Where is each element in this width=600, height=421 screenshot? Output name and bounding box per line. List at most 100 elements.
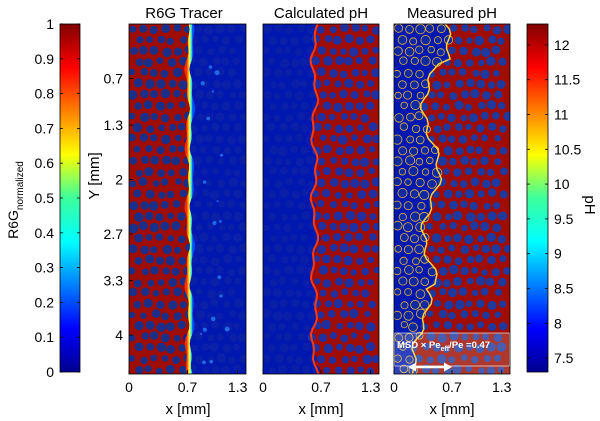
grain bbox=[268, 190, 276, 199]
grain bbox=[406, 135, 415, 144]
grain bbox=[158, 124, 165, 132]
grain bbox=[209, 342, 219, 352]
grain bbox=[498, 57, 507, 66]
grain bbox=[317, 199, 325, 208]
grain bbox=[167, 58, 177, 67]
grain bbox=[239, 155, 246, 165]
grain bbox=[476, 276, 486, 286]
grain bbox=[285, 244, 295, 253]
grain bbox=[270, 235, 277, 243]
grain bbox=[268, 166, 277, 175]
grain bbox=[284, 158, 292, 166]
grain bbox=[443, 346, 450, 353]
grain bbox=[449, 221, 457, 230]
grain bbox=[227, 68, 236, 77]
speckle bbox=[200, 81, 205, 86]
grain bbox=[324, 123, 332, 131]
grain bbox=[285, 134, 293, 143]
grain bbox=[216, 266, 224, 274]
grain bbox=[394, 245, 402, 253]
grain bbox=[263, 135, 270, 143]
grain bbox=[459, 46, 468, 56]
grain bbox=[368, 189, 378, 199]
grain bbox=[357, 124, 364, 131]
grain bbox=[475, 146, 483, 154]
grain bbox=[290, 36, 300, 46]
grain bbox=[403, 90, 413, 100]
grain bbox=[227, 24, 236, 33]
grain bbox=[148, 201, 159, 211]
grain bbox=[216, 312, 224, 320]
grain bbox=[318, 221, 327, 231]
grain bbox=[268, 36, 277, 45]
grain bbox=[366, 35, 375, 44]
grain bbox=[167, 169, 175, 177]
grain bbox=[402, 222, 413, 233]
grain bbox=[140, 112, 150, 123]
grain bbox=[275, 354, 284, 363]
grain bbox=[483, 355, 491, 363]
grain bbox=[420, 323, 429, 331]
speckle bbox=[209, 359, 213, 364]
grain bbox=[452, 364, 462, 374]
speckle bbox=[206, 116, 211, 121]
grain bbox=[434, 300, 441, 307]
grain bbox=[394, 220, 403, 231]
grain bbox=[234, 277, 241, 285]
grain bbox=[318, 333, 328, 343]
grain bbox=[226, 199, 236, 208]
grain bbox=[448, 157, 457, 166]
grain bbox=[212, 56, 221, 65]
grain bbox=[234, 100, 244, 111]
grain bbox=[410, 299, 421, 310]
y-ticks: 0.7 1.3 2 2.7 3.3 4 bbox=[104, 70, 133, 343]
grain bbox=[357, 366, 365, 373]
grain bbox=[165, 322, 175, 332]
grain bbox=[285, 289, 294, 297]
grain bbox=[284, 46, 291, 54]
grain bbox=[333, 233, 342, 242]
grain bbox=[431, 233, 442, 243]
grain bbox=[330, 134, 338, 142]
grain bbox=[177, 320, 186, 329]
grain bbox=[335, 147, 344, 156]
grain bbox=[143, 298, 153, 308]
grain bbox=[296, 265, 305, 274]
grain bbox=[372, 134, 379, 144]
grain bbox=[320, 134, 327, 141]
grain bbox=[223, 189, 232, 197]
grain bbox=[423, 343, 430, 351]
colorbar-right-label: pH bbox=[581, 195, 598, 214]
grain bbox=[345, 145, 354, 155]
grain bbox=[403, 69, 413, 78]
grain bbox=[364, 310, 371, 318]
grain bbox=[334, 124, 344, 134]
grain bbox=[155, 233, 164, 241]
grain bbox=[157, 279, 165, 286]
grain bbox=[399, 122, 409, 131]
grain bbox=[150, 112, 158, 121]
grain bbox=[300, 80, 308, 88]
grain bbox=[138, 177, 148, 186]
grain bbox=[321, 319, 331, 330]
grain bbox=[371, 177, 379, 187]
grain bbox=[351, 355, 358, 363]
grain bbox=[140, 68, 149, 76]
grain bbox=[415, 70, 424, 79]
grain bbox=[168, 300, 178, 310]
grain bbox=[427, 45, 435, 54]
grain bbox=[404, 265, 414, 275]
grain bbox=[156, 322, 166, 332]
grain bbox=[369, 213, 377, 221]
grain bbox=[195, 288, 203, 296]
grain bbox=[409, 37, 418, 46]
grain bbox=[149, 26, 158, 35]
grain bbox=[448, 135, 456, 143]
colorbar-tick-label: 0 bbox=[46, 364, 54, 380]
grain bbox=[480, 156, 489, 165]
grain bbox=[437, 333, 447, 343]
grain bbox=[201, 168, 208, 175]
grain bbox=[322, 234, 330, 242]
grain bbox=[232, 343, 240, 351]
grain bbox=[472, 244, 480, 251]
